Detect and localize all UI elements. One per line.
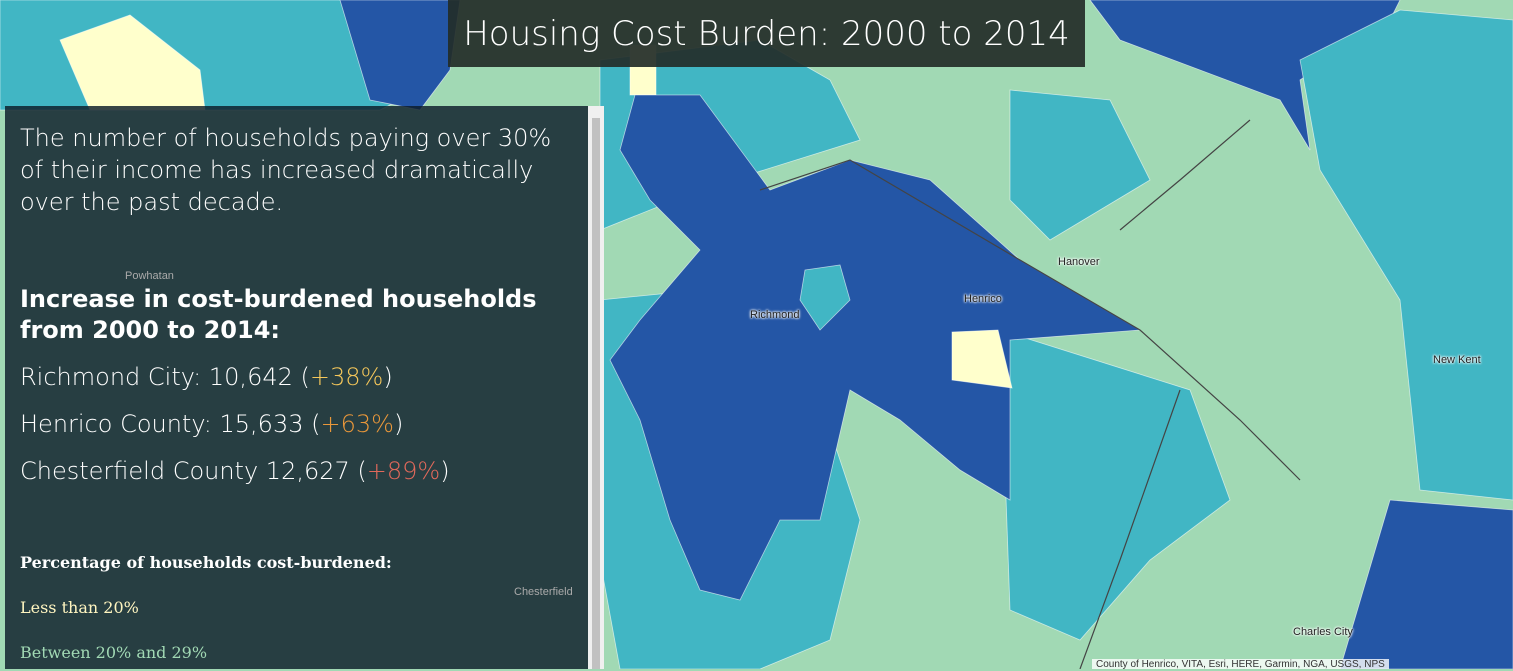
place-label: Henrico bbox=[964, 293, 1002, 305]
stats-heading: Increase in cost-burdened households fro… bbox=[20, 285, 537, 344]
place-label: Richmond bbox=[750, 309, 800, 321]
place-label: Charles City bbox=[1293, 626, 1353, 638]
county-border bbox=[759, 119, 1301, 669]
attribution: County of Henrico, VITA, Esri, HERE, Gar… bbox=[1092, 659, 1389, 670]
stat-text: Chesterfield County 12,627 ( bbox=[20, 457, 367, 485]
stat-text: Richmond City: 10,642 ( bbox=[20, 363, 310, 391]
place-label: New Kent bbox=[1433, 354, 1481, 366]
stat-text: ) bbox=[383, 363, 393, 391]
scroll-thumb[interactable] bbox=[592, 118, 600, 669]
intro-text: The number of households paying over 30%… bbox=[20, 124, 552, 216]
place-label: Powhatan bbox=[125, 270, 174, 282]
stat-row: Richmond City: 10,642 (+38%) bbox=[20, 354, 573, 401]
stat-row: Henrico County: 15,633 (+63%) bbox=[20, 401, 573, 448]
place-label: Chesterfield bbox=[514, 586, 573, 598]
legend-item: Less than 20% bbox=[20, 598, 139, 617]
stat-text: ) bbox=[393, 410, 404, 438]
stat-text: Henrico County: 15,633 ( bbox=[20, 410, 321, 438]
tract bbox=[1339, 499, 1513, 669]
place-label: Hanover bbox=[1058, 256, 1100, 268]
tract bbox=[1299, 9, 1513, 501]
stats: Richmond City: 10,642 (+38%) Henrico Coun… bbox=[20, 354, 573, 495]
legend-title: Percentage of households cost-burdened: bbox=[20, 553, 392, 572]
tract bbox=[951, 329, 1013, 389]
tract bbox=[609, 94, 1142, 601]
tract bbox=[1089, 0, 1401, 151]
stat-change: +63% bbox=[320, 410, 394, 438]
tract bbox=[59, 14, 206, 111]
stat-text: ) bbox=[440, 457, 450, 485]
tract bbox=[339, 0, 461, 111]
stat-change: +89% bbox=[366, 457, 441, 485]
tract bbox=[799, 264, 851, 331]
tract bbox=[999, 329, 1231, 641]
legend-item: Between 20% and 29% bbox=[20, 643, 208, 662]
tract bbox=[1009, 89, 1151, 241]
info-panel: The number of households paying over 30%… bbox=[5, 106, 588, 669]
scrollbar[interactable] bbox=[588, 106, 604, 669]
map-title: Housing Cost Burden: 2000 to 2014 bbox=[448, 0, 1085, 67]
stat-change: +38% bbox=[309, 363, 384, 391]
stat-row: Chesterfield County 12,627 (+89%) bbox=[20, 448, 573, 495]
